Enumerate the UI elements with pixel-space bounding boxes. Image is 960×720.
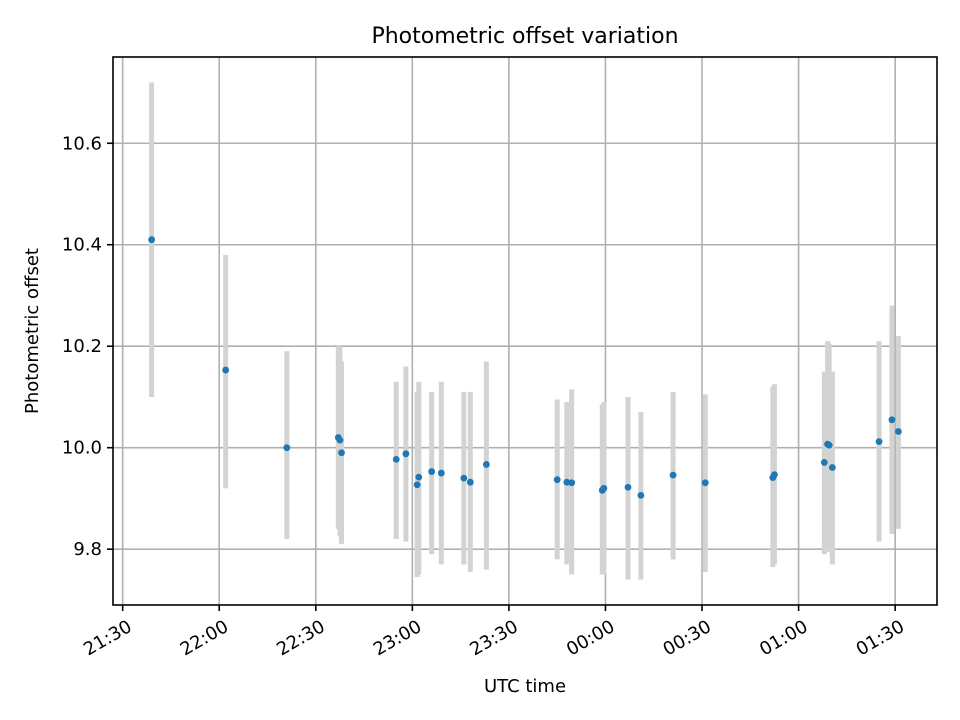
data-point	[415, 473, 423, 481]
data-point	[482, 461, 490, 468]
data-point	[148, 236, 156, 244]
data-point	[283, 444, 291, 452]
data-point	[402, 450, 410, 458]
point-layer	[148, 236, 902, 499]
y-tick-label: 10.4	[62, 235, 102, 256]
data-point	[437, 469, 445, 477]
data-point	[428, 468, 436, 475]
data-point	[825, 441, 833, 449]
data-point	[466, 478, 474, 486]
x-axis-label: UTC time	[484, 676, 566, 697]
data-point	[222, 366, 230, 374]
grid-layer	[113, 57, 937, 605]
data-point	[771, 471, 778, 478]
y-tick-label: 10.6	[62, 133, 102, 154]
data-point	[624, 483, 632, 491]
y-tick-label: 9.8	[73, 539, 102, 560]
data-point	[568, 479, 576, 487]
data-point	[600, 484, 608, 492]
data-point	[894, 428, 902, 435]
y-tick-label: 10.2	[62, 336, 102, 357]
data-point	[701, 479, 709, 487]
data-point	[338, 449, 345, 457]
data-point	[460, 474, 468, 482]
y-axis-label: Photometric offset	[22, 248, 43, 414]
data-point	[875, 438, 883, 446]
data-point	[392, 455, 400, 463]
y-tick-label: 10.0	[62, 438, 102, 459]
plot-frame	[112, 56, 938, 606]
chart-title: Photometric offset variation	[371, 24, 678, 49]
data-point	[553, 476, 561, 484]
data-point	[669, 471, 677, 479]
data-point	[828, 464, 836, 471]
data-point	[413, 481, 421, 489]
data-point	[336, 436, 344, 444]
data-point	[637, 492, 645, 499]
data-point	[888, 416, 896, 424]
data-point	[820, 459, 828, 466]
